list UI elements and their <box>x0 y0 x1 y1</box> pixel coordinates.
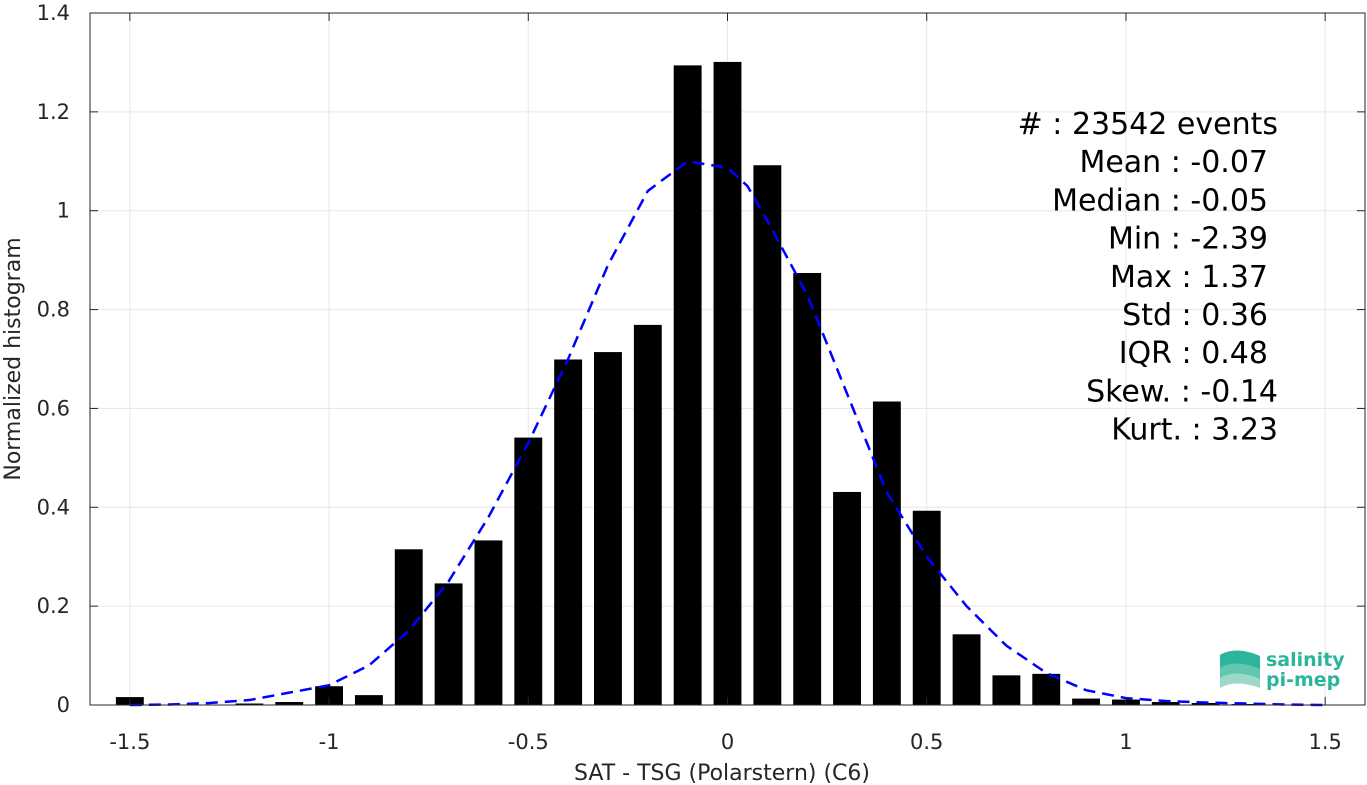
histogram-bar <box>315 686 344 705</box>
histogram-bar <box>554 359 583 705</box>
x-tick-labels: -1.5 -1 -0.5 0 0.5 1 1.5 <box>109 730 1342 754</box>
y-tick-label: 1.4 <box>37 1 70 25</box>
x-tick-label: 0 <box>721 730 734 754</box>
stat-line: Max : 1.37 <box>1110 260 1268 295</box>
stat-line: Mean : -0.07 <box>1079 145 1268 180</box>
x-tick-label: 0.5 <box>910 730 943 754</box>
y-tick-label: 1 <box>57 199 70 223</box>
histogram-bar <box>594 352 622 705</box>
histogram-bar <box>275 702 304 705</box>
fit-curve <box>129 159 1326 707</box>
stat-line: Median : -0.05 <box>1052 183 1268 218</box>
bars <box>115 61 1300 706</box>
histogram-bar <box>713 61 742 706</box>
histogram-bar <box>673 65 702 705</box>
histogram-bar <box>514 437 543 705</box>
y-axis-title: Normalized histogram <box>1 237 26 480</box>
histogram-bar <box>992 675 1021 705</box>
y-tick-label: 0 <box>57 693 70 717</box>
y-tick-label: 0.4 <box>37 495 70 519</box>
histogram-bar <box>833 491 861 705</box>
histogram-bar <box>474 540 503 705</box>
fit-curve-line <box>129 159 1326 707</box>
histogram-bar <box>1032 673 1061 705</box>
stat-line: Min : -2.39 <box>1108 222 1268 257</box>
histogram-bar <box>1151 702 1180 705</box>
histogram-bar <box>952 634 981 705</box>
histogram-bar <box>753 165 782 706</box>
axis-ticks <box>90 12 1365 706</box>
logo-line1: salinity <box>1266 649 1345 671</box>
x-tick-label: -0.5 <box>508 730 549 754</box>
histogram-bar <box>354 695 383 705</box>
stat-line: Kurt. : 3.23 <box>1111 413 1278 448</box>
y-tick-label: 0.6 <box>37 396 70 420</box>
x-tick-label: -1.5 <box>109 730 150 754</box>
histogram-bar <box>1072 698 1101 705</box>
x-tick-label: 1.5 <box>1308 730 1341 754</box>
histogram-bar <box>434 583 463 705</box>
histogram-bar <box>235 703 264 705</box>
histogram-bar <box>633 324 662 705</box>
x-tick-label: 1 <box>1119 730 1132 754</box>
stat-line: Std : 0.36 <box>1122 298 1268 333</box>
x-tick-label: -1 <box>319 730 340 754</box>
y-tick-labels: 0 0.2 0.4 0.6 0.8 1 1.2 1.4 <box>37 1 70 717</box>
y-tick-label: 0.2 <box>37 594 70 618</box>
histogram-bar <box>793 272 822 705</box>
logo-line2: pi-mep <box>1266 669 1340 691</box>
y-tick-label: 0.8 <box>37 298 70 322</box>
histogram-bar <box>394 549 423 705</box>
y-tick-label: 1.2 <box>37 100 70 124</box>
salinity-pi-mep-logo: salinity pi-mep <box>1220 649 1345 691</box>
histogram-bar <box>872 401 901 705</box>
histogram-bar <box>912 510 941 705</box>
stat-line: # : 23542 events <box>1018 107 1278 142</box>
logo-waves-icon <box>1220 650 1260 688</box>
histogram-bar <box>1191 703 1220 705</box>
stat-line: IQR : 0.48 <box>1119 336 1268 371</box>
stat-line: Skew. : -0.14 <box>1086 374 1278 409</box>
x-axis-title: SAT - TSG (Polarstern) (C6) <box>574 761 870 785</box>
